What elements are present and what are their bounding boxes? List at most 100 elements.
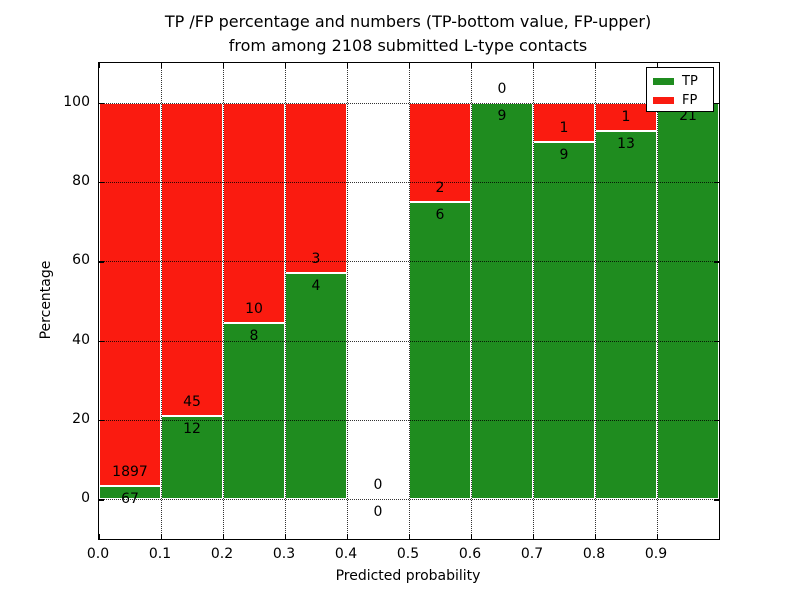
- grid-line-x: [471, 63, 472, 539]
- y-tick-mark: [714, 261, 719, 263]
- fp-count-label: 1: [621, 108, 631, 125]
- x-tick-mark: [161, 534, 163, 539]
- tp-count-label: 4: [311, 277, 321, 294]
- tp-count-label: 9: [497, 107, 507, 124]
- y-tick-mark: [714, 182, 719, 184]
- y-tick-mark: [99, 340, 104, 342]
- grid-line-x: [533, 63, 534, 539]
- plot-area: 18976745121083400260919113021: [98, 62, 720, 540]
- tp-count-label: 12: [183, 420, 201, 437]
- legend-item-tp: TP: [653, 73, 698, 89]
- tp-bar-segment: [533, 142, 595, 500]
- x-axis-label: Predicted probability: [335, 568, 481, 584]
- x-tick-mark: [471, 534, 473, 539]
- x-tick-mark: [657, 534, 659, 539]
- tp-count-label: 6: [435, 206, 445, 223]
- y-tick-label: 20: [72, 411, 90, 427]
- y-tick-mark: [99, 420, 104, 422]
- fp-bar-segment: [99, 102, 161, 486]
- x-tick-label: 0.4: [334, 546, 358, 562]
- x-tick-label: 0.5: [396, 546, 420, 562]
- x-tick-mark: [99, 63, 101, 68]
- tp-bar-segment: [471, 102, 533, 500]
- y-axis-label: Percentage: [38, 260, 54, 340]
- tp-bar-segment: [285, 272, 347, 500]
- y-tick-mark: [99, 102, 104, 104]
- grid-line-x: [223, 63, 224, 539]
- x-tick-mark: [99, 534, 101, 539]
- y-tick-label: 100: [63, 93, 90, 110]
- y-tick-mark: [99, 261, 104, 263]
- y-tick-mark: [714, 420, 719, 422]
- tp-count-label: 9: [559, 147, 569, 164]
- x-tick-label: 0.9: [644, 546, 668, 562]
- fp-count-label: 0: [497, 80, 507, 97]
- x-tick-mark: [347, 534, 349, 539]
- x-tick-mark: [657, 63, 659, 68]
- x-tick-label: 0.2: [210, 546, 234, 562]
- x-tick-mark: [223, 63, 225, 68]
- grid-line-y: [99, 261, 719, 263]
- y-tick-mark: [714, 499, 719, 501]
- grid-line-y: [99, 420, 719, 421]
- x-tick-label: 0.3: [272, 546, 296, 562]
- fp-count-label: 2: [435, 179, 445, 196]
- grid-line-x: [347, 63, 348, 539]
- grid-line-x: [595, 63, 596, 539]
- fp-count-label: 1: [559, 120, 569, 137]
- y-tick-mark: [714, 340, 719, 342]
- x-tick-label: 0.7: [520, 546, 544, 562]
- fp-bar-segment: [161, 102, 223, 416]
- y-tick-mark: [99, 182, 104, 184]
- tp-legend-label: TP: [682, 73, 698, 89]
- tp-bar-segment: [161, 415, 223, 500]
- fp-count-label: 0: [373, 477, 383, 494]
- grid-line-y: [99, 499, 719, 501]
- x-tick-label: 0.1: [148, 546, 172, 562]
- tp-bar-segment: [409, 201, 471, 500]
- tp-count-label: 21: [679, 107, 697, 124]
- grid-line-x: [285, 63, 286, 539]
- grid-line-x: [409, 63, 410, 539]
- x-tick-label: 0.6: [458, 546, 482, 562]
- tp-bar-segment: [657, 102, 719, 500]
- x-tick-mark: [471, 63, 473, 68]
- chart-title-line-1: TP /FP percentage and numbers (TP-bottom…: [164, 12, 652, 31]
- tp-count-label: 67: [121, 490, 139, 507]
- fp-bar-segment: [409, 102, 471, 202]
- grid-line-x: [657, 63, 658, 539]
- fp-legend-label: FP: [682, 92, 698, 108]
- x-tick-mark: [409, 534, 411, 539]
- fp-legend-swatch: [653, 96, 674, 104]
- tp-bar-segment: [223, 323, 285, 500]
- x-tick-mark: [595, 63, 597, 68]
- tp-bar-segment: [595, 130, 657, 500]
- tp-bar-segment: [99, 485, 161, 500]
- grid-line-y: [99, 182, 719, 183]
- y-tick-label: 60: [72, 252, 90, 269]
- y-tick-label: 80: [72, 173, 90, 189]
- grid-line-y: [99, 102, 719, 104]
- fp-count-label: 10: [245, 301, 263, 318]
- tp-legend-swatch: [653, 77, 674, 85]
- x-tick-mark: [285, 63, 287, 68]
- chart-title-line-2: from among 2108 submitted L-type contact…: [228, 36, 588, 55]
- fp-count-label: 3: [311, 250, 321, 267]
- fp-bar-segment: [223, 102, 285, 324]
- x-tick-mark: [285, 534, 287, 539]
- y-tick-label: 0: [81, 490, 90, 507]
- x-tick-label: 0.8: [582, 546, 606, 562]
- fp-count-label: 45: [183, 393, 201, 410]
- tp-count-label: 0: [373, 504, 383, 521]
- grid-line-x: [161, 63, 162, 539]
- x-tick-mark: [161, 63, 163, 68]
- x-tick-mark: [223, 534, 225, 539]
- x-tick-mark: [533, 63, 535, 68]
- grid-line-y: [99, 340, 719, 342]
- x-tick-mark: [409, 63, 411, 68]
- fp-count-label: 1897: [112, 463, 148, 480]
- y-tick-label: 40: [72, 331, 90, 348]
- legend-item-fp: FP: [653, 92, 697, 108]
- tp-count-label: 8: [249, 328, 259, 345]
